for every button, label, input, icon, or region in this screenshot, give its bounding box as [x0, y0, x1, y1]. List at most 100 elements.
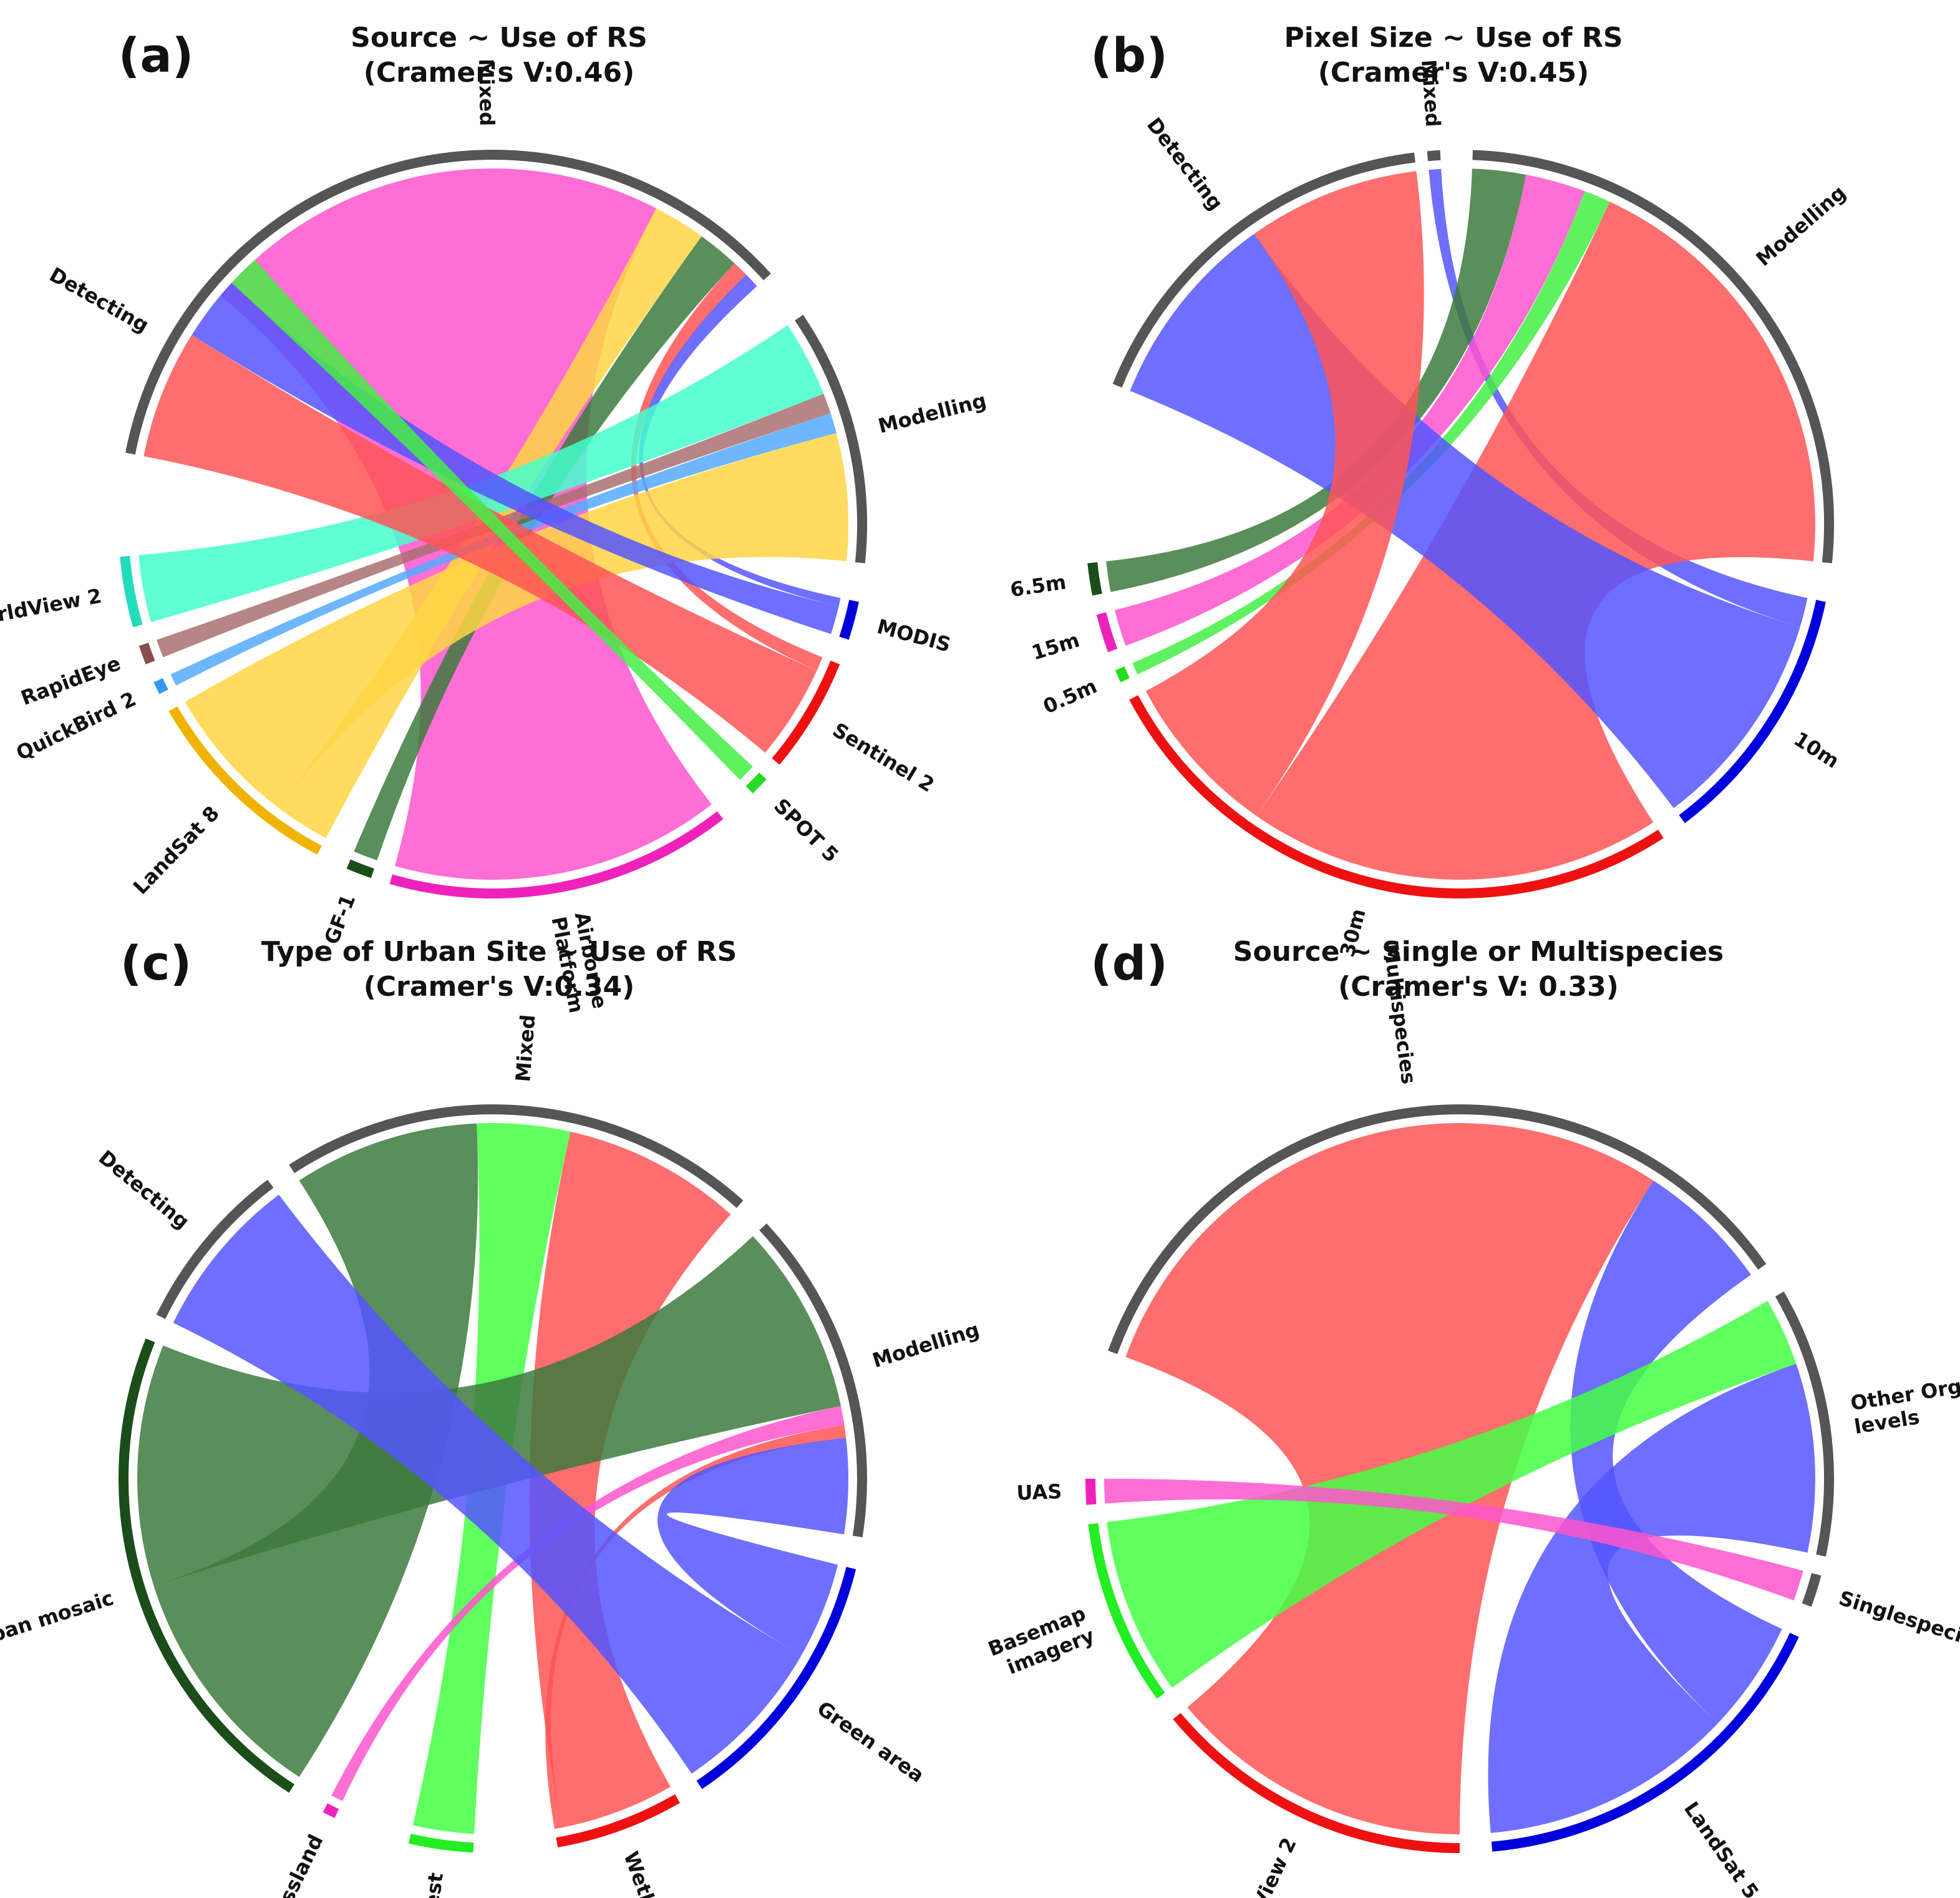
node-label: MODIS	[875, 615, 953, 657]
node-label: Mixed	[474, 59, 499, 127]
node-arc	[153, 678, 168, 694]
node-label: Modelling	[876, 388, 989, 438]
node-arc	[556, 1794, 680, 1847]
panel-letter: (c)	[120, 935, 192, 991]
node-arc	[795, 314, 868, 563]
node-arc	[1679, 600, 1826, 824]
node-label: Sentinel 2	[828, 718, 938, 797]
panel-title: Pixel Size ~ Use of RS	[1284, 22, 1623, 54]
chord-panel-0: (a) Source ~ Use of RS(Cramer's V:0.46)Mi…	[0, 22, 989, 1015]
panel-subtitle: (Cramer's V:0.45)	[1318, 57, 1589, 89]
chord-panel-3: (d) Source ~ Single or Multispecies(Crame…	[985, 935, 1960, 1898]
node-label: Modelling	[870, 1318, 982, 1373]
ribbon-1	[1106, 168, 1526, 592]
node-arc	[1173, 1713, 1460, 1853]
ribbon-7	[173, 1194, 802, 1774]
ribbon-10	[192, 283, 839, 635]
ribbon-6	[657, 1438, 848, 1655]
node-arc	[289, 1104, 744, 1209]
ribbon-8	[185, 433, 849, 808]
node-label: 10m	[1790, 727, 1843, 773]
node-label: LandSat 5	[1679, 1798, 1764, 1898]
node-arc	[119, 1338, 294, 1793]
ribbon-6	[1145, 171, 1424, 816]
ribbon-3	[1488, 1363, 1815, 1833]
ribbon-5	[1130, 233, 1800, 809]
node-arc	[839, 600, 859, 640]
node-label: Forest	[414, 1871, 448, 1898]
node-arc	[1802, 1573, 1822, 1607]
node-label: Detecting	[46, 263, 153, 338]
panel-title: Type of Urban Site ~ Use of RS	[261, 936, 737, 968]
ribbon-5	[545, 1425, 847, 1829]
node-label: Basemapimagery	[985, 1602, 1098, 1683]
ribbon-9	[143, 334, 817, 753]
panel-title: Source ~ Single or Multispecies	[1233, 936, 1724, 968]
node-label: SPOT 5	[769, 794, 843, 867]
node-label: Grassland	[258, 1831, 328, 1898]
node-arc	[389, 811, 724, 899]
ribbon-3	[137, 1236, 842, 1586]
node-arc	[772, 660, 840, 765]
node-arc	[1112, 152, 1415, 388]
ribbon-1	[1570, 1180, 1782, 1724]
ribbon-7	[170, 413, 837, 686]
node-label: 15m	[1029, 628, 1082, 664]
node-arc	[1108, 1104, 1767, 1355]
node-arc	[206, 150, 771, 290]
panel-letter: (d)	[1090, 935, 1168, 991]
panel-letter: (b)	[1090, 27, 1168, 83]
node-label: UAS	[1016, 1479, 1062, 1505]
ribbon-0	[153, 1123, 478, 1777]
node-arc	[1087, 562, 1102, 596]
node-arc	[1427, 150, 1441, 162]
ribbon-11	[231, 260, 753, 780]
node-arc	[1472, 150, 1835, 563]
node-label: Green area	[813, 1696, 929, 1788]
node-arc	[1096, 612, 1118, 653]
panel-subtitle: (Cramer's V: 0.33)	[1338, 971, 1619, 1003]
node-arc	[408, 1834, 474, 1853]
node-label: Modelling	[1752, 180, 1851, 271]
node-arc	[1491, 1632, 1799, 1852]
chord-panel-1: (b) Pixel Size ~ Use of RS(Cramer's V:0.4…	[1009, 22, 1850, 959]
node-arc	[1115, 666, 1130, 683]
node-arc	[1129, 695, 1664, 898]
panel-letter: (a)	[119, 27, 194, 83]
node-arc	[745, 772, 767, 794]
ribbon-2	[1114, 175, 1585, 646]
ribbons	[137, 1123, 848, 1834]
node-label: WorldView 2	[1220, 1834, 1301, 1898]
ribbon-5	[138, 325, 824, 623]
node-arc	[346, 859, 374, 878]
ribbons	[1106, 168, 1816, 880]
node-label: Mixed	[1417, 59, 1445, 127]
node-arc	[120, 555, 143, 628]
node-arc	[156, 1179, 274, 1320]
node-label: Mixed	[511, 1014, 540, 1083]
ribbon-4	[1104, 1479, 1803, 1600]
chord-panel-2: (c) Type of Urban Site ~ Use of RS(Cramer…	[0, 935, 982, 1898]
node-label: Wetland	[619, 1848, 673, 1898]
node-arc	[168, 706, 322, 855]
panel-subtitle: (Cramer's V:0.34)	[364, 971, 635, 1003]
node-label: WorldView 2	[0, 584, 104, 633]
node-label: 0.5m	[1039, 674, 1100, 718]
node-label: AirbornePlatform	[546, 910, 611, 1015]
panel-title: Source ~ Use of RS	[351, 22, 648, 54]
ribbon-2	[354, 236, 735, 860]
node-arc	[138, 643, 155, 664]
node-arc	[1775, 1292, 1835, 1557]
node-arc	[1088, 1523, 1165, 1699]
node-arc	[759, 1223, 867, 1537]
ribbon-2	[529, 1131, 731, 1827]
node-label: Singlespecies	[1836, 1586, 1960, 1655]
node-label: Other Organisationlevels	[1849, 1358, 1960, 1438]
node-label: Detecting	[1142, 113, 1228, 215]
node-arc	[696, 1567, 856, 1789]
node-arc	[323, 1803, 339, 1818]
ribbons	[138, 168, 849, 880]
panel-subtitle: (Cramer's V:0.46)	[364, 57, 635, 89]
node-arc	[125, 246, 250, 455]
